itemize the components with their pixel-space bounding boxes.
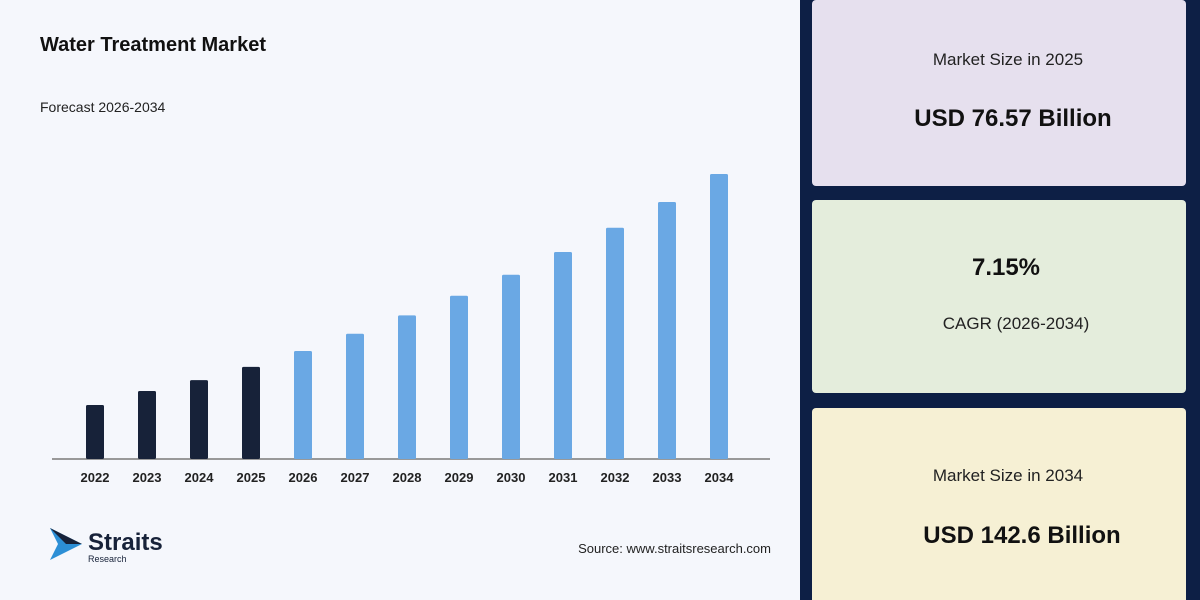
x-tick-label: 2025 [237,470,266,485]
bar [190,380,208,459]
card-value: USD 76.57 Billion [914,105,1111,132]
card-value: USD 142.6 Billion [923,522,1120,549]
card [812,0,1186,186]
card [812,408,1186,600]
x-tick-label: 2027 [341,470,370,485]
bar [398,315,416,459]
x-tick-label: 2032 [601,470,630,485]
x-tick-label: 2029 [445,470,474,485]
bar [86,404,104,459]
x-tick-label: 2031 [549,470,578,485]
bar [450,295,468,459]
card-label: Market Size in 2034 [933,466,1083,485]
bar [606,227,624,459]
logo-name: Straits [88,529,163,556]
x-tick-label: 2033 [653,470,682,485]
source: Source: www.straitsresearch.com [578,541,771,556]
logo-tagline: Research [88,554,127,564]
x-tick-label: 2026 [289,470,318,485]
bar [710,174,728,459]
bar [554,251,572,459]
x-tick-label: 2030 [497,470,526,485]
card [812,200,1186,393]
x-tick-label: 2022 [81,470,110,485]
card-value: 7.15% [972,254,1040,281]
chart-title: Water Treatment Market [40,34,266,56]
logo-icon-shade [50,528,82,544]
chart-subtitle: Forecast 2026-2034 [40,99,166,115]
x-tick-label: 2024 [185,470,215,485]
x-tick-label: 2034 [705,470,735,485]
bar [658,202,676,460]
x-tick-label: 2028 [393,470,422,485]
card-label: Market Size in 2025 [933,50,1083,69]
bar [346,333,364,459]
chart-panel [0,0,800,600]
bar [138,390,156,459]
bar [294,350,312,459]
x-tick-label: 2023 [133,470,162,485]
bar [242,366,260,459]
card-label: CAGR (2026-2034) [943,314,1089,333]
bar [502,274,520,459]
